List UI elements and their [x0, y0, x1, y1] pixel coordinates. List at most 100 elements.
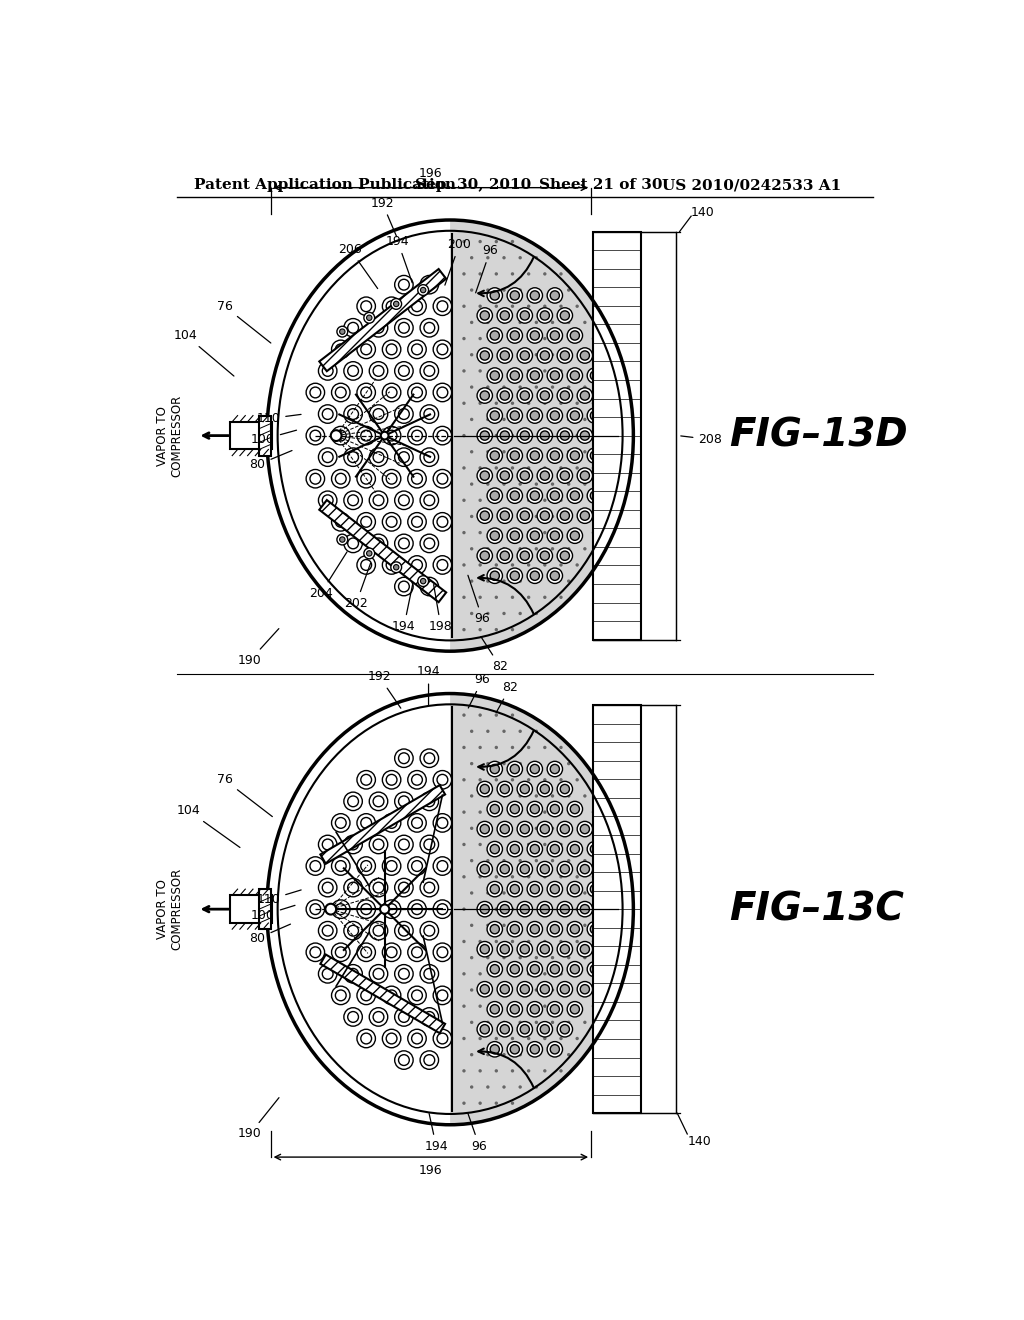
Circle shape — [437, 387, 447, 397]
Circle shape — [550, 1044, 559, 1053]
Circle shape — [583, 321, 587, 325]
Circle shape — [538, 388, 553, 404]
Circle shape — [538, 982, 553, 997]
Circle shape — [538, 862, 553, 876]
Circle shape — [424, 581, 435, 591]
Circle shape — [583, 546, 587, 550]
Circle shape — [518, 482, 522, 486]
Circle shape — [497, 308, 512, 323]
Circle shape — [507, 288, 522, 304]
Circle shape — [433, 426, 452, 445]
Circle shape — [462, 305, 466, 308]
Circle shape — [382, 771, 400, 789]
Circle shape — [487, 961, 503, 977]
Circle shape — [382, 857, 400, 875]
Circle shape — [394, 836, 413, 854]
Circle shape — [517, 508, 532, 524]
Circle shape — [500, 1024, 509, 1034]
Circle shape — [503, 385, 506, 389]
Circle shape — [567, 891, 570, 895]
Text: FIG–13D: FIG–13D — [730, 417, 908, 454]
Circle shape — [570, 491, 580, 500]
Circle shape — [497, 821, 512, 837]
Circle shape — [599, 826, 603, 830]
Circle shape — [348, 409, 358, 420]
Circle shape — [610, 451, 620, 461]
Circle shape — [360, 990, 372, 1001]
Circle shape — [408, 771, 426, 789]
Circle shape — [550, 451, 559, 461]
Circle shape — [336, 474, 346, 484]
Circle shape — [530, 764, 540, 774]
Circle shape — [547, 368, 562, 383]
Text: 194: 194 — [386, 235, 413, 282]
Circle shape — [517, 1022, 532, 1038]
Circle shape — [520, 471, 529, 480]
Circle shape — [530, 371, 540, 380]
Circle shape — [398, 539, 410, 549]
Circle shape — [470, 795, 473, 797]
Circle shape — [336, 946, 346, 958]
Circle shape — [543, 907, 547, 911]
Circle shape — [535, 579, 538, 583]
Circle shape — [581, 391, 590, 400]
Circle shape — [470, 515, 473, 519]
Text: Sheet 21 of 30: Sheet 21 of 30 — [539, 178, 663, 193]
Circle shape — [420, 921, 438, 940]
Circle shape — [418, 285, 429, 296]
Circle shape — [477, 941, 493, 957]
Circle shape — [510, 491, 519, 500]
Circle shape — [462, 777, 466, 781]
Circle shape — [567, 352, 570, 356]
Circle shape — [462, 940, 466, 944]
Circle shape — [386, 1034, 397, 1044]
Circle shape — [503, 891, 506, 895]
Circle shape — [348, 539, 358, 549]
Circle shape — [518, 826, 522, 830]
Circle shape — [570, 884, 580, 894]
Circle shape — [567, 795, 570, 797]
Circle shape — [462, 907, 466, 911]
Text: 80: 80 — [250, 924, 291, 945]
Circle shape — [348, 840, 358, 850]
Circle shape — [408, 556, 426, 574]
Circle shape — [386, 301, 397, 312]
Circle shape — [535, 989, 538, 991]
Circle shape — [599, 417, 603, 421]
Circle shape — [503, 256, 506, 260]
Circle shape — [478, 907, 482, 911]
Text: 192: 192 — [371, 197, 396, 236]
Circle shape — [487, 288, 503, 304]
Circle shape — [547, 327, 562, 343]
Circle shape — [470, 321, 473, 325]
Circle shape — [357, 1030, 376, 1048]
Circle shape — [408, 470, 426, 488]
Circle shape — [480, 432, 489, 441]
Circle shape — [567, 528, 583, 544]
Circle shape — [511, 907, 514, 911]
Circle shape — [527, 272, 530, 276]
Circle shape — [547, 921, 562, 937]
Circle shape — [608, 370, 611, 372]
Circle shape — [370, 535, 388, 553]
Circle shape — [560, 312, 569, 321]
Circle shape — [470, 956, 473, 960]
Circle shape — [543, 401, 547, 405]
Circle shape — [581, 945, 590, 954]
Circle shape — [336, 990, 346, 1001]
Circle shape — [480, 784, 489, 793]
Circle shape — [543, 1069, 547, 1073]
Circle shape — [500, 552, 509, 561]
Circle shape — [373, 1011, 384, 1022]
Circle shape — [520, 904, 529, 913]
Circle shape — [490, 804, 500, 813]
Circle shape — [486, 989, 489, 991]
Circle shape — [408, 341, 426, 359]
Text: 110: 110 — [257, 412, 301, 425]
Circle shape — [437, 817, 447, 829]
Circle shape — [503, 546, 506, 550]
Circle shape — [518, 579, 522, 583]
Circle shape — [590, 924, 599, 933]
Circle shape — [560, 1024, 569, 1034]
Circle shape — [520, 432, 529, 441]
